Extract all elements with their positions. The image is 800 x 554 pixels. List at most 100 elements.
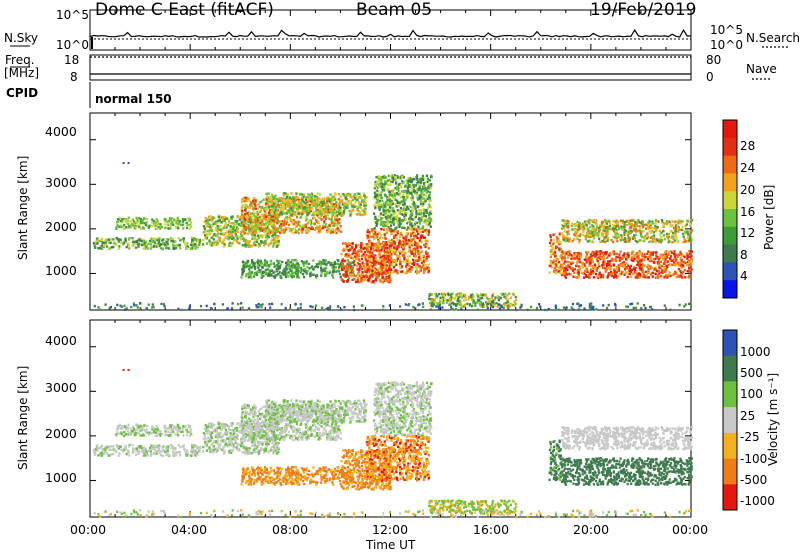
velocity-cell: [301, 419, 304, 423]
power-cell: [315, 218, 318, 222]
velocity-cell: [223, 450, 226, 453]
velocity-cell: [271, 445, 274, 448]
power-cell: [308, 267, 311, 270]
velocity-cell: [221, 425, 224, 428]
velocity-cell: [312, 466, 315, 469]
velocity-cell: [115, 428, 119, 431]
power-cell: [301, 212, 304, 216]
velocity-cell: [267, 434, 270, 437]
velocity-cell: [228, 450, 231, 453]
power-cell: [356, 209, 359, 212]
power-cell: [332, 276, 335, 279]
power-cell: [287, 275, 290, 278]
velocity-cell: [318, 423, 321, 427]
velocity-cell: [227, 437, 230, 441]
velocity-cell: [271, 423, 274, 427]
power-cell: [246, 218, 249, 221]
velocity-cell: [115, 434, 118, 437]
velocity-cell: [331, 478, 334, 481]
velocity-cell: [272, 440, 275, 444]
velocity-cell: [264, 429, 267, 432]
velocity-cell: [96, 446, 99, 449]
power-cell: [96, 242, 99, 245]
velocity-cell: [315, 481, 318, 484]
power-cell: [301, 228, 305, 231]
velocity-cell: [196, 447, 199, 450]
power-cell: [284, 218, 287, 221]
power-cell: [313, 222, 316, 226]
power-cell: [234, 224, 237, 227]
power-cell: [306, 196, 309, 199]
power-cell: [306, 269, 309, 273]
power-cell: [127, 242, 130, 245]
velocity-cell: [295, 406, 298, 409]
power-cell: [343, 210, 346, 213]
velocity-cell: [308, 437, 311, 440]
power-cell: [207, 215, 210, 218]
velocity-cell: [115, 433, 118, 436]
power-cell: [115, 243, 118, 246]
nave-label: Nave: [746, 62, 777, 76]
power-cell: [181, 220, 184, 223]
power-cell: [116, 224, 119, 227]
power-cell: [244, 219, 247, 222]
velocity-cell: [256, 441, 259, 445]
velocity-cell: [323, 419, 326, 422]
power-cell: [216, 225, 219, 228]
velocity-cell: [167, 453, 170, 457]
vel-cbar-tick-100: 100: [740, 387, 763, 401]
velocity-cell: [267, 418, 270, 421]
velocity-cell: [248, 423, 252, 426]
power-cell: [334, 231, 337, 235]
power-cell: [208, 230, 211, 234]
power-cell: [364, 198, 367, 201]
velocity-cell: [270, 447, 273, 450]
power-cell: [208, 225, 211, 229]
velocity-cell: [263, 430, 266, 433]
velocity-cell: [302, 410, 306, 414]
power-cell: [255, 220, 258, 224]
velocity-cell: [308, 433, 311, 437]
velocity-cell: [275, 452, 278, 455]
power-cell: [257, 222, 260, 225]
xtick-0000: 00:00: [70, 522, 107, 537]
power-cell: [326, 196, 329, 199]
velocity-cell: [328, 478, 331, 482]
power-cell: [290, 218, 293, 221]
velocity-cell: [319, 434, 322, 437]
power-cell: [364, 204, 367, 207]
xtick-0800: 08:00: [272, 522, 309, 537]
velocity-cell: [363, 416, 366, 419]
power-cell: [273, 211, 276, 214]
velocity-cell: [189, 450, 193, 453]
power-cell: [324, 259, 327, 262]
power-cell: [217, 216, 221, 219]
velocity-cell: [138, 432, 141, 435]
velocity-cell: [263, 471, 266, 474]
velocity-cell: [107, 454, 110, 457]
velocity-cell: [324, 466, 327, 469]
power-cell: [321, 213, 324, 216]
velocity-cell: [118, 432, 121, 435]
power-cell: [118, 218, 121, 221]
power-cell: [158, 237, 161, 240]
velocity-cell: [226, 431, 229, 434]
power-cell: [194, 244, 197, 248]
velocity-cell: [243, 406, 246, 410]
velocity-cell: [194, 451, 197, 455]
velocity-cell: [292, 478, 295, 481]
velocity-cell: [249, 426, 252, 429]
power-cell: [319, 210, 322, 213]
power-cell: [349, 193, 352, 196]
power-cell: [328, 271, 331, 275]
power-cell: [222, 239, 225, 242]
power-cell: [146, 217, 149, 221]
velocity-cell: [127, 449, 130, 452]
velocity-cell: [260, 430, 263, 433]
velocity-cell: [322, 415, 325, 418]
velocity-cell: [152, 451, 156, 455]
power-cell: [224, 232, 227, 235]
power-cell: [304, 223, 307, 226]
power-cell: [152, 219, 155, 223]
power-cell: [206, 234, 209, 237]
